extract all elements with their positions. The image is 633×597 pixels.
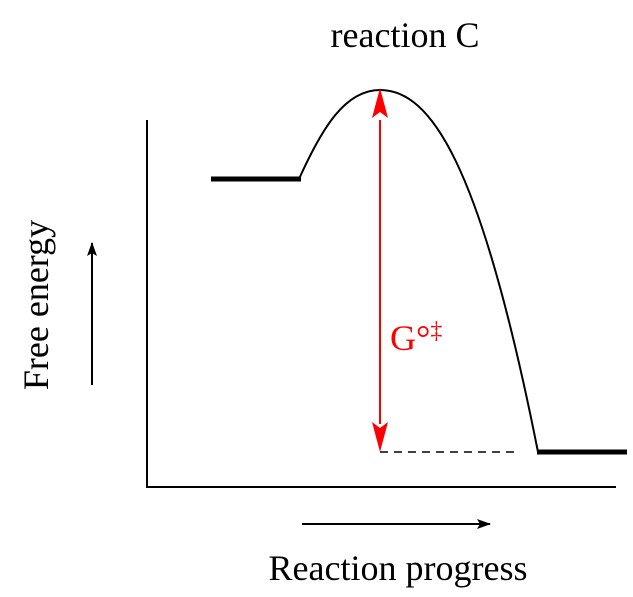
diagram-title: reaction C <box>331 15 480 55</box>
barrier-arrowhead-top <box>372 88 388 118</box>
barrier-arrowhead-bottom <box>372 422 388 452</box>
energy-curve <box>298 88 539 453</box>
barrier-label: G°‡ <box>390 318 442 358</box>
y-axis-label: Free energy <box>16 220 56 390</box>
double-dagger-symbol: ‡ <box>430 318 442 344</box>
x-axis-label: Reaction progress <box>269 548 528 588</box>
